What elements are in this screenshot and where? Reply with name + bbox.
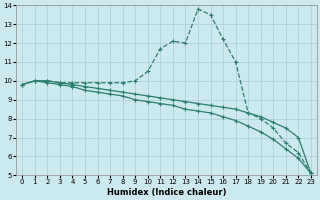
X-axis label: Humidex (Indice chaleur): Humidex (Indice chaleur) xyxy=(107,188,226,197)
